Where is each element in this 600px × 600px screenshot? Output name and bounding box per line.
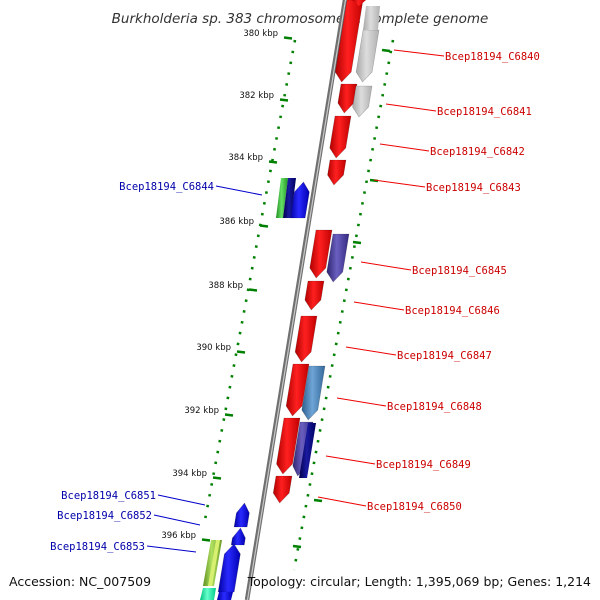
gene-arrow-blue (217, 543, 241, 593)
gene-arrow-grey (352, 85, 373, 118)
gene-arrow-teal (200, 588, 216, 600)
gene-arrow-red (294, 315, 318, 363)
gene-label: Bcep18194_C6846 (405, 305, 500, 317)
gene-label: Bcep18194_C6848 (387, 401, 482, 413)
tick-label: 384 kbp (228, 153, 263, 163)
tick-label: 396 kbp (161, 531, 196, 541)
gene-arrow-steel (301, 365, 326, 421)
label-connector (345, 346, 397, 356)
gene-label: Bcep18194_C6841 (437, 106, 532, 118)
gene-label: Bcep18194_C6847 (397, 350, 492, 362)
tick-mark (381, 48, 391, 53)
gene-label: Bcep18194_C6843 (426, 182, 521, 194)
tick-mark (292, 544, 302, 549)
gene-arrow-red (285, 363, 310, 417)
tick-label: 382 kbp (239, 91, 274, 101)
label-connector (360, 261, 412, 271)
gene-label: Bcep18194_C6844 (119, 181, 214, 193)
gene-arrow-navy (283, 178, 296, 218)
chromosome-backbone-highlight (246, 0, 347, 600)
tick-mark (236, 350, 246, 354)
gene-arrow-red (352, 0, 366, 6)
gene-arrow-red (272, 475, 293, 504)
label-connector (393, 49, 445, 57)
label-connector (317, 496, 367, 507)
gene-arrow-red (327, 159, 347, 186)
label-connector (215, 185, 263, 196)
gene-arrow-green (276, 178, 288, 218)
map-title: Burkholderia sp. 383 chromosome 3, compl… (112, 11, 489, 27)
tick-label: 390 kbp (196, 343, 231, 353)
label-connector (385, 103, 437, 112)
tick-label: 388 kbp (208, 281, 243, 291)
label-connector (157, 494, 206, 506)
label-connector (379, 143, 430, 152)
inner-tick-ring (203, 39, 297, 521)
label-connector (325, 455, 376, 465)
gene-arrow-navy (299, 423, 316, 478)
gene-label: Bcep18194_C6852 (57, 510, 152, 522)
gene-arrow-red (329, 115, 352, 159)
gene-label: Bcep18194_C6850 (367, 501, 462, 513)
gene-arrow-blue (289, 181, 310, 219)
gene-label: Bcep18194_C6849 (376, 459, 471, 471)
label-connector (353, 301, 405, 311)
tick-mark (279, 98, 289, 102)
gene-label: Bcep18194_C6840 (445, 51, 540, 63)
tick-mark (201, 538, 211, 542)
tick-mark (268, 160, 278, 164)
label-connector (336, 397, 387, 407)
gene-arrow-red (276, 417, 301, 475)
tick-mark (224, 413, 234, 417)
gene-label: Bcep18194_C6851 (61, 490, 156, 502)
tick-mark (313, 498, 323, 503)
tick-layer: 380 kbp 382 kbp 384 kbp 386 kbp 388 kbp 390 k… (161, 29, 395, 571)
topology-text: Topology: circular; Length: 1,395,069 bp… (247, 574, 591, 589)
tick-mark (352, 240, 362, 245)
label-connector (153, 514, 201, 526)
tick-label: 380 kbp (243, 29, 278, 39)
tick-mark (248, 288, 258, 292)
gene-arrow-grey (355, 29, 380, 83)
tick-mark (283, 36, 293, 40)
tick-mark (212, 476, 222, 480)
gene-arrow-purple (326, 233, 350, 283)
outer-tick-ring (292, 39, 395, 571)
gene-layer (200, 0, 380, 600)
gene-arrow-grey (363, 6, 380, 30)
gene-arrow-blue (233, 502, 250, 528)
label-layer: Bcep18194_C6840 Bcep18194_C6841 Bcep18194_… (50, 49, 540, 553)
accession-text: Accession: NC_007509 (9, 574, 151, 589)
gene-label: Bcep18194_C6853 (50, 541, 145, 553)
gene-label: Bcep18194_C6845 (412, 265, 507, 277)
gene-arrow-red (334, 0, 364, 83)
gene-arrow-red (309, 229, 333, 279)
gene-arrow-blue (217, 592, 233, 600)
gene-arrow-lime-highlight (208, 540, 220, 586)
gene-arrow-red (304, 280, 325, 311)
tick-label: 394 kbp (172, 469, 207, 479)
label-connector (373, 179, 426, 188)
gene-label: Bcep18194_C6842 (430, 146, 525, 158)
label-connector (146, 545, 197, 553)
tick-mark (259, 224, 269, 228)
tick-label: 386 kbp (219, 217, 254, 227)
tick-label: 392 kbp (184, 406, 219, 416)
gene-arrow-blue (230, 527, 246, 546)
gene-arrow-red (337, 83, 358, 114)
